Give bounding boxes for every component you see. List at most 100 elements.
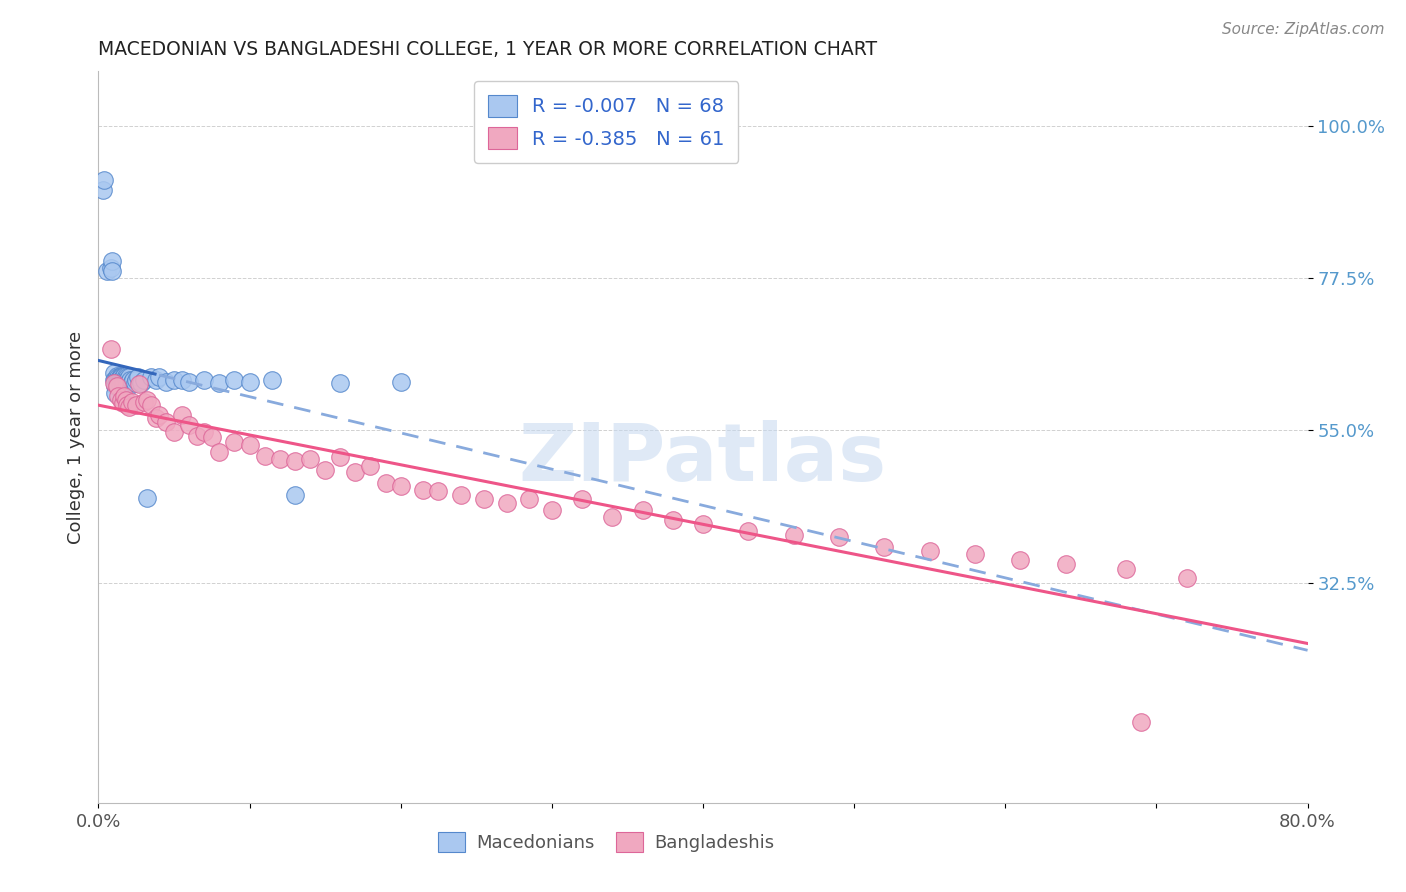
Point [111, 396, 134, 410]
Point [114, 379, 136, 393]
Point [135, 392, 157, 407]
Point [540, 503, 562, 517]
Point [783, 528, 806, 542]
Point [91, 183, 114, 197]
Point [112, 372, 135, 386]
Point [873, 540, 896, 554]
Point [118, 370, 141, 384]
Point [201, 430, 224, 444]
Point [115, 398, 138, 412]
Point [107, 379, 129, 393]
Point [1175, 571, 1198, 585]
Point [692, 516, 714, 531]
Point [111, 372, 134, 386]
Point [329, 376, 352, 390]
Point [1054, 558, 1077, 572]
Point [112, 376, 135, 390]
Point [193, 372, 215, 386]
Point [239, 438, 262, 452]
Legend: Macedonians, Bangladeshis: Macedonians, Bangladeshis [432, 824, 782, 860]
Point [155, 375, 177, 389]
Point [329, 450, 352, 465]
Point [472, 492, 495, 507]
Point [110, 369, 132, 384]
Point [148, 409, 170, 423]
Point [253, 449, 276, 463]
Point [124, 376, 146, 390]
Point [571, 492, 593, 507]
Point [96, 264, 118, 278]
Point [262, 372, 284, 386]
Point [120, 372, 142, 386]
Point [115, 377, 138, 392]
Point [141, 398, 163, 412]
Point [208, 376, 231, 390]
Point [100, 260, 122, 275]
Point [107, 370, 129, 384]
Point [517, 492, 540, 507]
Point [112, 389, 135, 403]
Point [118, 379, 141, 393]
Point [107, 372, 129, 386]
Point [299, 451, 322, 466]
Point [115, 370, 138, 384]
Point [374, 476, 396, 491]
Point [111, 370, 134, 384]
Point [114, 369, 136, 384]
Point [170, 409, 193, 423]
Text: Source: ZipAtlas.com: Source: ZipAtlas.com [1222, 22, 1385, 37]
Point [602, 510, 624, 524]
Point [344, 465, 367, 479]
Point [107, 389, 129, 403]
Point [125, 372, 148, 386]
Point [132, 372, 155, 386]
Point [105, 379, 128, 393]
Point [110, 370, 132, 384]
Point [224, 435, 246, 450]
Point [828, 530, 851, 544]
Point [193, 425, 215, 439]
Point [135, 491, 157, 505]
Point [110, 372, 132, 386]
Text: ZIPatlas: ZIPatlas [519, 420, 887, 498]
Point [163, 425, 186, 439]
Text: MACEDONIAN VS BANGLADESHI COLLEGE, 1 YEAR OR MORE CORRELATION CHART: MACEDONIAN VS BANGLADESHI COLLEGE, 1 YEA… [98, 39, 877, 59]
Point [112, 369, 135, 384]
Point [122, 372, 145, 386]
Point [114, 392, 136, 407]
Point [108, 379, 131, 393]
Point [118, 400, 141, 414]
Point [155, 415, 177, 429]
Point [110, 392, 132, 407]
Point [110, 375, 132, 389]
Point [118, 375, 141, 389]
Point [127, 370, 149, 384]
Point [360, 458, 382, 473]
Point [631, 503, 654, 517]
Point [450, 488, 472, 502]
Point [145, 411, 167, 425]
Point [1130, 714, 1153, 729]
Point [103, 372, 125, 386]
Point [314, 462, 336, 476]
Point [284, 454, 307, 468]
Y-axis label: College, 1 year or more: College, 1 year or more [66, 331, 84, 543]
Point [284, 488, 307, 502]
Point [100, 342, 122, 356]
Point [114, 372, 136, 386]
Point [145, 372, 167, 386]
Point [389, 375, 412, 389]
Point [918, 544, 941, 558]
Point [104, 386, 127, 401]
Point [107, 376, 129, 390]
Point [269, 451, 291, 466]
Point [104, 379, 127, 393]
Point [1115, 562, 1137, 576]
Point [170, 372, 193, 386]
Point [108, 372, 131, 386]
Point [224, 372, 246, 386]
Point [427, 484, 450, 499]
Point [103, 376, 125, 390]
Point [105, 372, 128, 386]
Point [108, 375, 131, 389]
